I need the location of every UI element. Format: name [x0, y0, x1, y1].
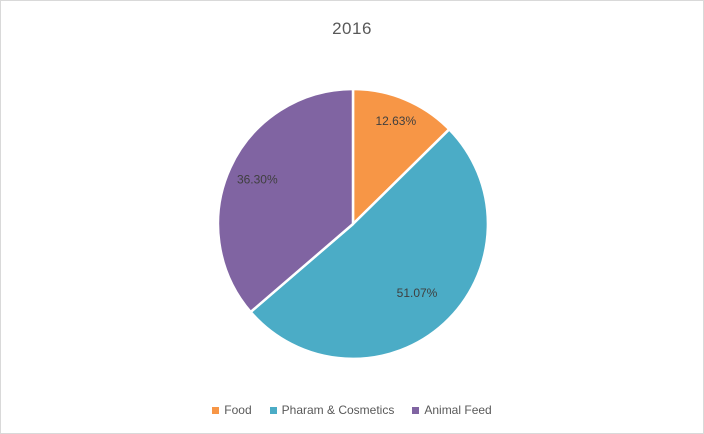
data-label-1: 51.07% — [397, 286, 438, 300]
chart-legend: Food Pharam & Cosmetics Animal Feed — [1, 403, 703, 417]
chart-title: 2016 — [332, 19, 372, 38]
legend-label: Animal Feed — [424, 403, 492, 417]
legend-marker-icon — [412, 406, 420, 414]
legend-label: Pharam & Cosmetics — [281, 403, 395, 417]
data-label-2: 36.30% — [237, 172, 278, 186]
legend-item-0: Food — [212, 403, 252, 417]
pie-slice-0 — [351, 87, 451, 226]
data-label-0: 12.63% — [375, 114, 416, 128]
pie-slice-2 — [216, 87, 355, 314]
legend-marker-icon — [269, 406, 277, 414]
pie-chart: 12.63% 51.07% 36.30% — [216, 87, 490, 361]
pie-slice-1 — [249, 128, 490, 361]
legend-label: Food — [224, 403, 252, 417]
legend-marker-icon — [212, 406, 220, 414]
legend-item-1: Pharam & Cosmetics — [269, 403, 395, 417]
legend-item-2: Animal Feed — [412, 403, 492, 417]
